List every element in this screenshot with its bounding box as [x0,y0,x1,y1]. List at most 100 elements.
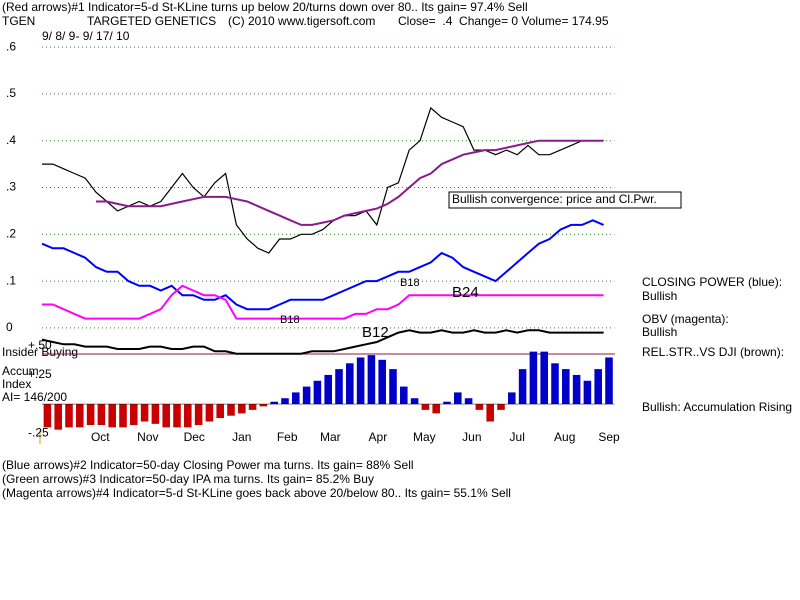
series-line [41,219,604,311]
series-line [41,329,604,355]
side-label: AI= 146/200 [2,390,67,404]
annotation-box [448,191,682,209]
annotation: B18 [280,314,300,326]
x-tick-label: Nov [137,430,158,444]
side-label: CLOSING POWER (blue): [642,275,782,289]
x-tick-label: Feb [277,430,298,444]
bar [464,398,473,405]
bar [292,392,300,405]
bar [454,392,462,405]
bar [119,404,127,428]
bar [151,404,160,424]
bar [410,398,419,405]
x-tick-label: Jan [232,430,251,444]
series-line [42,106,604,254]
side-label: Accum [2,364,39,378]
y-tick-label: .5 [6,86,16,100]
bar [259,404,268,407]
bar [108,404,116,428]
side-label: Bullish [642,289,677,303]
y-tick-label: +.25 [28,367,52,381]
bar [389,369,397,405]
x-tick-label: Apr [369,430,388,444]
footer-line: (Green arrows)#3 Indicator=50-day IPA ma… [2,472,374,486]
bar [162,404,170,428]
series-line [96,139,604,226]
x-tick-label: Mar [320,430,341,444]
bar [400,386,408,405]
symbol: TGEN [2,14,35,28]
bar [508,392,516,405]
header-line: (Red arrows)#1 Indicator=5-d St-KLine tu… [2,0,528,14]
x-tick-label: Jun [462,430,481,444]
annotation: Bullish convergence: price and Cl.Pwr. [452,192,657,206]
x-tick-label: May [413,430,436,444]
bar [270,401,278,405]
bar [302,386,311,405]
bar [216,404,224,419]
bar [184,404,192,428]
bar [140,404,149,422]
bar [367,355,376,405]
company: TARGETED GENETICS [87,14,216,28]
bar [54,404,62,430]
bar [194,404,203,426]
x-tick-label: Dec [184,430,205,444]
bar [173,404,181,428]
bar [583,380,592,405]
bar [335,369,343,405]
bar [227,404,235,416]
bar [475,404,484,410]
y-tick-label: +.50 [28,338,52,352]
quote: Close= .4 Change= 0 Volume= 174.95 [398,14,609,28]
bar [529,351,538,405]
bar [356,357,365,405]
y-tick-label: .4 [6,133,16,147]
bar [378,359,386,405]
date-range: 9/ 8/ 9- 9/ 17/ 10 [42,29,130,43]
bar [97,404,106,426]
copyright: (C) 2010 www.tigersoft.com [228,14,375,28]
annotation: B12 [362,324,389,341]
bar [281,398,289,405]
bar [562,369,570,405]
y-tick-label: .2 [6,226,16,240]
bar [43,404,52,428]
y-tick-label: -.25 [28,425,49,439]
annotation: B24 [452,284,479,301]
x-tick-label: Aug [554,430,575,444]
bar [86,404,95,426]
bar [594,369,602,405]
y-tick-label: .3 [6,180,16,194]
bar [76,404,84,428]
side-label: Bullish: Accumulation Rising [642,400,792,414]
bar [486,404,494,422]
footer-line: (Blue arrows)#2 Indicator=50-day Closing… [2,458,414,472]
bar [238,404,246,414]
y-tick-label: 0 [6,320,13,334]
bar [421,404,430,410]
series-line [42,284,604,320]
bar [313,380,322,405]
x-tick-label: Sep [598,430,620,444]
side-label: Index [2,377,31,391]
bar [205,404,214,422]
bar [518,369,527,405]
bar [551,363,559,405]
bar [497,404,505,410]
bar [346,363,354,405]
y-tick-label: .1 [6,273,16,287]
bar [605,357,613,405]
bar [248,404,257,410]
bar [540,351,548,405]
footer-line: (Magenta arrows)#4 Indicator=5-d St-KLin… [2,486,511,500]
side-label: REL.STR..VS DJI (brown): [642,345,784,359]
bar [324,374,332,405]
bar [130,404,138,426]
side-label: OBV (magenta): [642,312,729,326]
bar [65,404,73,428]
y-tick-label: .6 [6,39,16,53]
x-tick-label: Oct [91,430,110,444]
bar [432,404,440,414]
